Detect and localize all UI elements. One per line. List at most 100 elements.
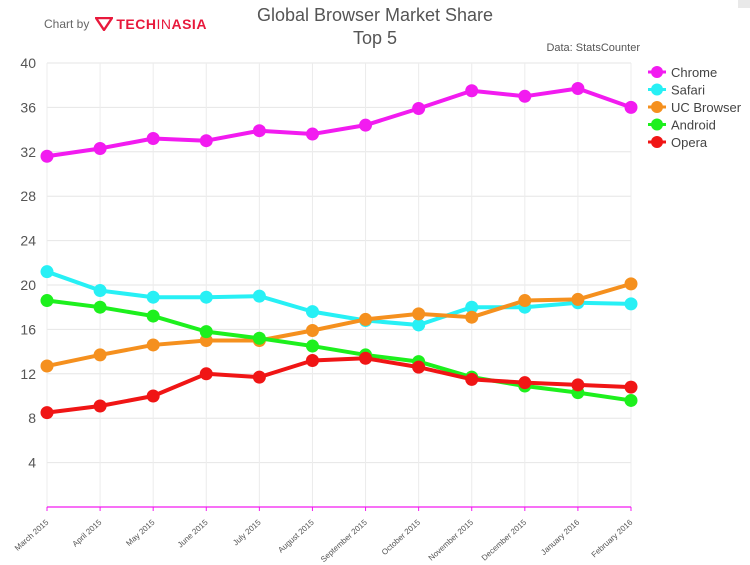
data-point xyxy=(252,289,266,303)
x-tick-label: October 2015 xyxy=(380,517,422,556)
data-point xyxy=(412,360,426,374)
techinasia-logo-text: TECHINASIA xyxy=(116,16,207,32)
legend-label: Safari xyxy=(671,83,705,98)
legend-swatch-marker xyxy=(651,136,663,148)
data-point xyxy=(93,399,107,413)
y-tick-label: 20 xyxy=(20,277,36,293)
data-point xyxy=(93,348,107,362)
series-line xyxy=(45,269,633,327)
y-tick-label: 8 xyxy=(28,410,36,426)
data-point xyxy=(412,102,426,116)
data-point xyxy=(146,290,160,304)
data-point xyxy=(40,149,54,163)
legend-swatch-marker xyxy=(651,66,663,78)
legend-item: Chrome xyxy=(648,65,717,80)
brand-mid: IN xyxy=(156,16,172,32)
data-point xyxy=(146,338,160,352)
data-point xyxy=(571,82,585,96)
data-point xyxy=(305,324,319,338)
chart-source: Data: StatsCounter xyxy=(546,42,640,54)
data-point xyxy=(465,84,479,98)
data-point xyxy=(412,307,426,321)
legend-item: UC Browser xyxy=(648,100,742,115)
data-point xyxy=(146,389,160,403)
data-point xyxy=(305,353,319,367)
legend-item: Opera xyxy=(648,135,708,150)
data-point xyxy=(305,305,319,319)
x-tick-label: January 2016 xyxy=(539,517,581,556)
y-tick-label: 40 xyxy=(20,55,36,71)
data-point xyxy=(518,294,532,308)
data-point xyxy=(199,334,213,347)
data-point xyxy=(359,351,373,365)
series-uc-browser xyxy=(40,277,638,373)
data-point xyxy=(465,372,479,386)
legend-layer: Chrome Safari UC Browser Android Opera xyxy=(648,65,742,150)
data-point xyxy=(93,300,107,314)
x-tick-label: June 2015 xyxy=(176,517,210,549)
legend-item: Android xyxy=(648,118,716,133)
y-tick-label: 32 xyxy=(20,144,36,160)
x-tick-label: March 2015 xyxy=(13,517,51,552)
data-point xyxy=(412,318,426,332)
data-point xyxy=(518,89,532,103)
credit-prefix: Chart by xyxy=(44,17,90,31)
data-point xyxy=(199,367,213,381)
legend-label: Android xyxy=(671,118,716,133)
data-point xyxy=(465,300,479,314)
data-point xyxy=(199,290,213,304)
data-point xyxy=(305,339,319,353)
y-tick-label: 12 xyxy=(20,366,36,382)
data-point xyxy=(146,131,160,145)
techinasia-logo-icon xyxy=(95,17,114,31)
x-tick-label: November 2015 xyxy=(427,517,476,562)
data-point xyxy=(571,292,585,306)
x-tick-label: July 2015 xyxy=(231,517,263,547)
series-chrome xyxy=(40,82,638,163)
data-point xyxy=(40,406,54,420)
data-point xyxy=(252,331,266,345)
legend-swatch-marker xyxy=(651,101,663,113)
data-point xyxy=(40,294,54,308)
brand-end: ASIA xyxy=(171,16,207,32)
data-point xyxy=(624,277,638,291)
y-tick-label: 24 xyxy=(20,233,36,249)
data-point xyxy=(146,309,160,323)
legend-swatch-marker xyxy=(651,118,663,131)
data-point xyxy=(624,380,638,394)
data-point xyxy=(199,325,213,339)
data-point xyxy=(359,118,373,132)
x-tick-label: April 2015 xyxy=(71,517,104,548)
y-tick-label: 4 xyxy=(28,455,36,471)
x-tick-label: September 2015 xyxy=(319,517,369,564)
legend-label: Opera xyxy=(671,135,708,150)
data-point xyxy=(40,359,54,373)
series-line xyxy=(45,298,633,403)
y-tick-label: 36 xyxy=(20,99,36,115)
chart-title: Global Browser Market Share xyxy=(256,5,494,25)
x-tick-label: May 2015 xyxy=(124,517,157,548)
x-tick-label: February 2016 xyxy=(590,517,635,559)
series-line xyxy=(45,356,633,415)
data-point xyxy=(518,376,532,390)
x-tick-label: December 2015 xyxy=(480,517,529,562)
chart-subtitle: Top 5 xyxy=(352,28,398,48)
y-tick-label: 16 xyxy=(20,321,36,337)
series-opera xyxy=(40,351,638,420)
data-point xyxy=(93,284,107,298)
data-point xyxy=(465,310,479,324)
chart-credit: Chart by TECHINASIA xyxy=(44,14,207,34)
data-point xyxy=(571,378,585,392)
legend-item: Safari xyxy=(648,83,705,98)
x-tick-label: August 2015 xyxy=(276,517,316,554)
data-point xyxy=(40,265,54,279)
legend-label: Chrome xyxy=(671,65,717,80)
data-point xyxy=(624,297,638,311)
y-tick-label: 28 xyxy=(20,188,36,204)
corner-marker xyxy=(738,0,750,8)
legend-swatch-marker xyxy=(651,83,663,96)
series-line xyxy=(45,281,633,369)
legend-label: UC Browser xyxy=(671,100,742,115)
data-point xyxy=(252,124,266,138)
